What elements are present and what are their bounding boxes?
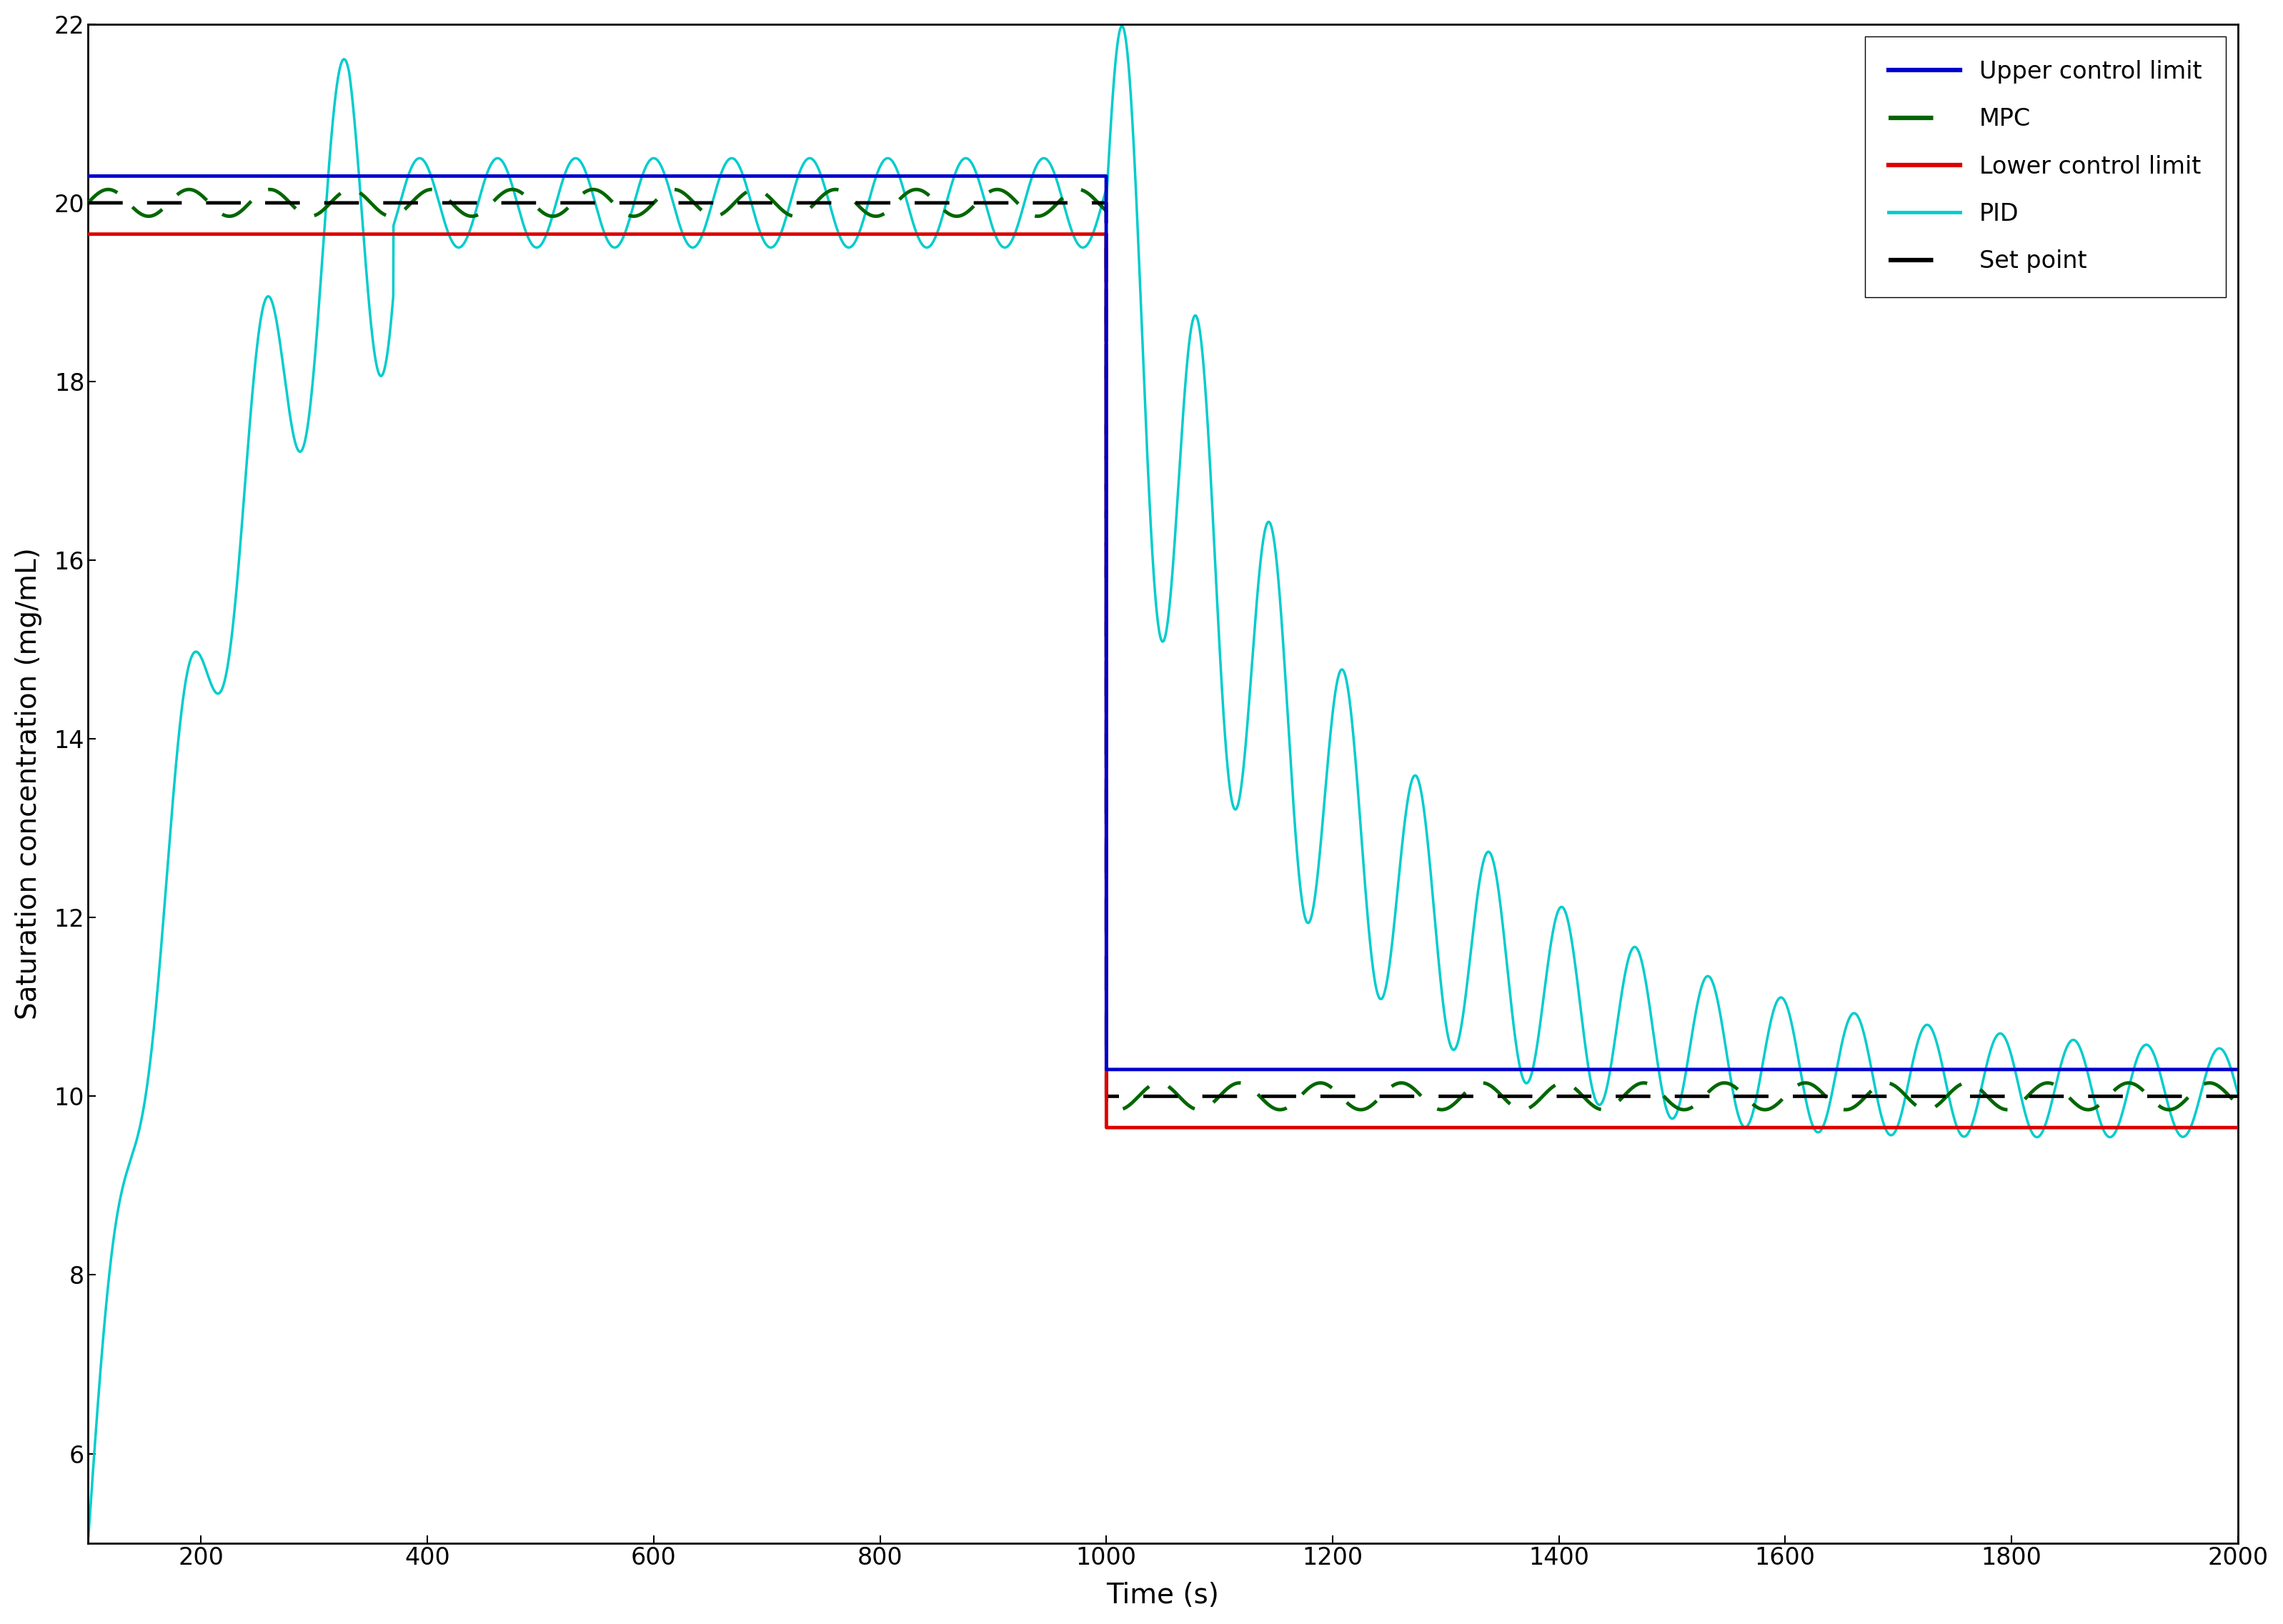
Line: Set point: Set point <box>89 203 2237 1096</box>
MPC <box>84 184 112 203</box>
Y-axis label: Saturation concentration (mg/mL): Saturation concentration (mg/mL) <box>16 547 41 1020</box>
MPC <box>164 185 192 205</box>
Lower control limit <box>1126 1117 1153 1137</box>
Upper control limit <box>1094 1060 1121 1080</box>
Set point <box>84 193 112 213</box>
Line: MPC: MPC <box>89 190 2237 1109</box>
Lower control limit <box>84 224 112 244</box>
Upper control limit <box>84 166 112 185</box>
Set point <box>75 193 103 213</box>
MPC <box>1126 1086 1153 1106</box>
Line: PID: PID <box>89 26 2237 1543</box>
Lower control limit <box>2109 1117 2137 1137</box>
Lower control limit <box>164 224 192 244</box>
PID <box>1107 16 1135 36</box>
Upper control limit <box>2224 1060 2251 1080</box>
PID <box>203 684 231 703</box>
Upper control limit <box>164 166 192 185</box>
MPC <box>902 180 929 200</box>
MPC <box>203 200 231 219</box>
Lower control limit <box>495 224 523 244</box>
PID <box>2109 1098 2137 1117</box>
Upper control limit <box>75 166 103 185</box>
Lower control limit <box>203 224 231 244</box>
MPC <box>495 180 523 200</box>
X-axis label: Time (s): Time (s) <box>1107 1582 1219 1609</box>
PID <box>2224 1083 2251 1103</box>
MPC <box>75 193 103 213</box>
Upper control limit <box>495 166 523 185</box>
Upper control limit <box>1126 1060 1153 1080</box>
Set point <box>1126 1086 1153 1106</box>
MPC <box>1751 1099 1778 1119</box>
PID <box>495 167 523 187</box>
Upper control limit <box>2109 1060 2137 1080</box>
Set point <box>164 193 192 213</box>
Upper control limit <box>203 166 231 185</box>
Legend: Upper control limit, MPC, Lower control limit, PID, Set point: Upper control limit, MPC, Lower control … <box>1865 36 2226 297</box>
Line: Upper control limit: Upper control limit <box>89 175 2237 1070</box>
MPC <box>2109 1073 2137 1093</box>
Line: Lower control limit: Lower control limit <box>89 234 2237 1127</box>
Lower control limit <box>75 224 103 244</box>
PID <box>1126 252 1153 271</box>
Set point <box>495 193 523 213</box>
Set point <box>1094 1086 1121 1106</box>
Lower control limit <box>1094 1117 1121 1137</box>
Lower control limit <box>2224 1117 2251 1137</box>
Set point <box>203 193 231 213</box>
Set point <box>2109 1086 2137 1106</box>
Set point <box>2224 1086 2251 1106</box>
PID <box>164 744 192 763</box>
MPC <box>2224 1095 2251 1114</box>
PID <box>75 1533 103 1553</box>
PID <box>84 1397 112 1416</box>
